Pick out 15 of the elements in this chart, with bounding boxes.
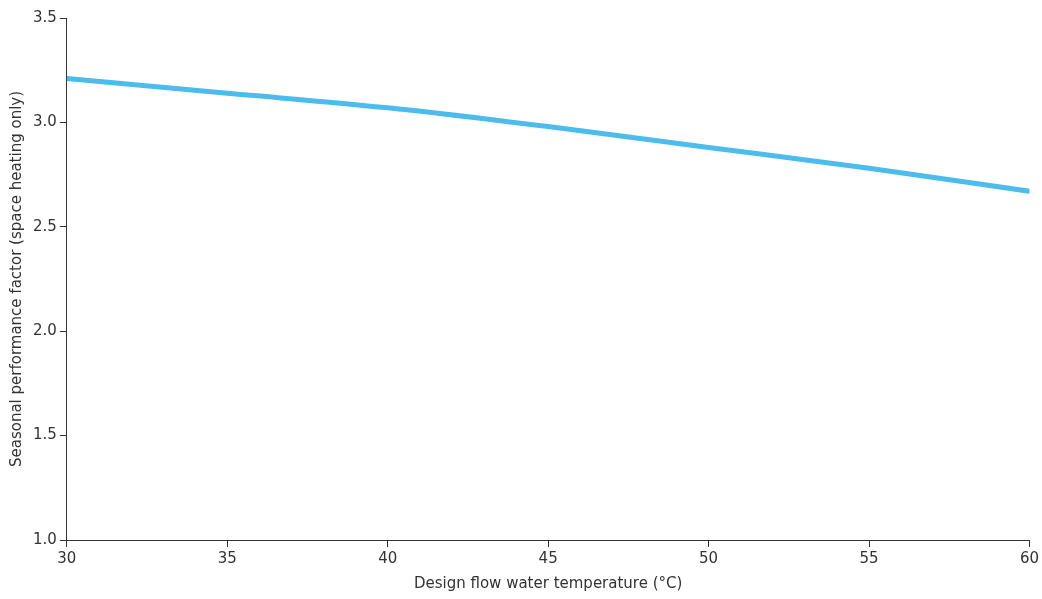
x-tick-label: 50 <box>699 548 719 567</box>
x-tick-label: 30 <box>57 548 77 567</box>
x-tick-label: 60 <box>1019 548 1039 567</box>
y-tick-label: 2.0 <box>33 321 57 340</box>
y-axis-title: Seasonal performance factor (space heating only) <box>6 90 25 468</box>
y-tick-label: 1.5 <box>33 425 57 444</box>
x-tick-label: 40 <box>378 548 398 567</box>
y-tick-label: 2.5 <box>33 216 57 235</box>
y-tick-label: 1.0 <box>33 529 57 548</box>
x-tick-label: 45 <box>538 548 558 567</box>
x-tick-label: 55 <box>859 548 879 567</box>
y-tick-label: 3.0 <box>33 112 57 131</box>
y-tick-label: 3.5 <box>33 7 57 26</box>
x-tick-label: 35 <box>217 548 237 567</box>
x-axis-title: Design flow water temperature (°C) <box>413 573 683 592</box>
